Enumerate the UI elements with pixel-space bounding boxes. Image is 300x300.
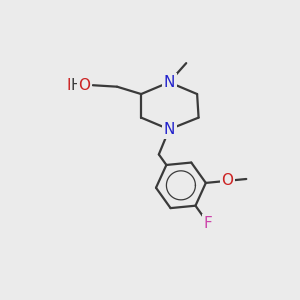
Text: O: O — [78, 78, 90, 93]
Text: O: O — [221, 173, 233, 188]
Text: HO: HO — [66, 78, 90, 93]
Text: O: O — [78, 78, 90, 93]
Text: N: N — [164, 75, 175, 90]
Text: F: F — [204, 216, 212, 231]
Text: N: N — [164, 122, 175, 137]
Text: H: H — [71, 78, 82, 93]
